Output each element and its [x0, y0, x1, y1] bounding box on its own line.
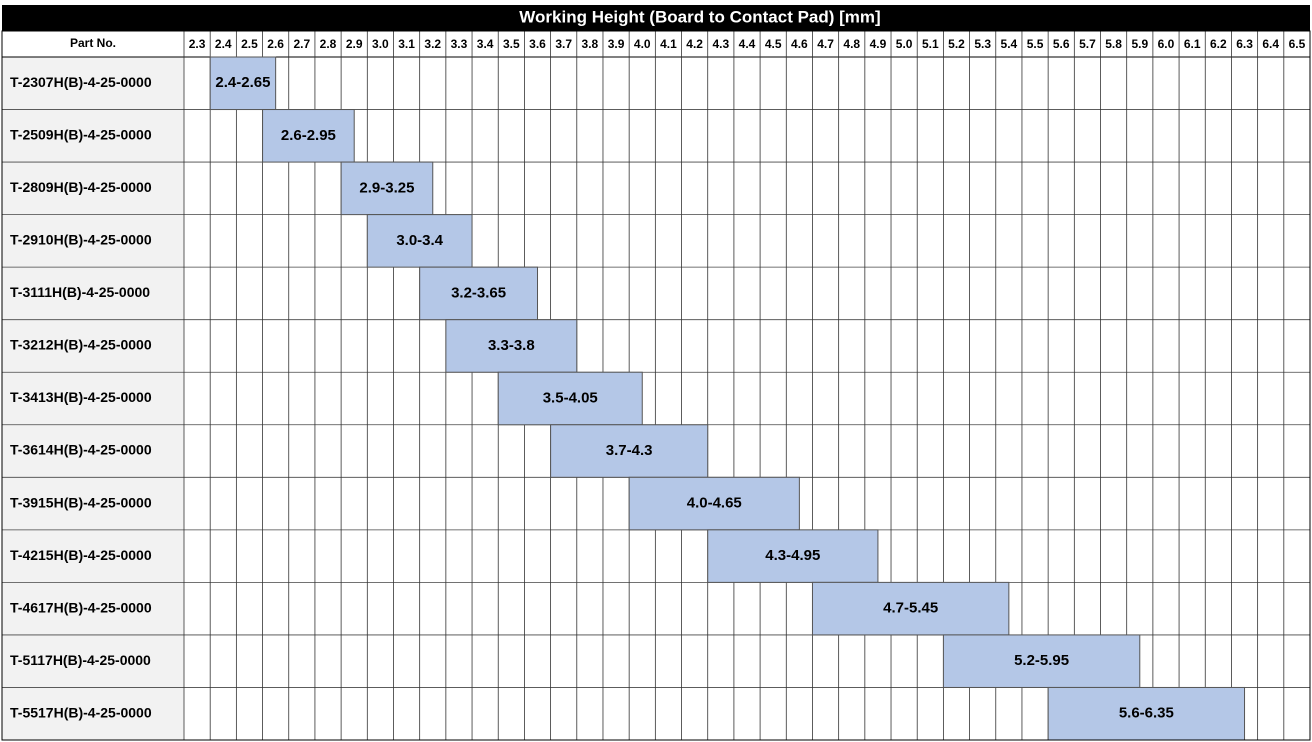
- x-tick-label: 3.5: [503, 37, 520, 51]
- bar-label: 3.7-4.3: [606, 442, 653, 459]
- range-bar: [811, 581, 1010, 636]
- x-tick-label: 4.4: [739, 37, 756, 51]
- category-label: T-4215H(B)-4-25-0000: [10, 547, 152, 563]
- category-label: T-2509H(B)-4-25-0000: [10, 127, 152, 143]
- category-label: T-2809H(B)-4-25-0000: [10, 179, 152, 195]
- category-label: T-3413H(B)-4-25-0000: [10, 389, 152, 405]
- x-tick-label: 5.1: [922, 37, 939, 51]
- x-tick-label: 3.7: [555, 37, 572, 51]
- category-label: T-5117H(B)-4-25-0000: [10, 652, 151, 668]
- x-tick-label: 6.3: [1236, 37, 1253, 51]
- x-tick-label: 2.6: [267, 37, 284, 51]
- x-tick-label: 3.8: [582, 37, 599, 51]
- range-bar: [366, 214, 473, 268]
- bar-label: 2.9-3.25: [359, 179, 414, 196]
- bars: T-2307H(B)-4-25-0000 2.4-2.65 T-2509H(B)-4…: [10, 56, 1246, 741]
- x-tick-label: 5.8: [1105, 37, 1122, 51]
- range-bar: [707, 529, 879, 583]
- x-tick-label: 3.1: [398, 37, 415, 51]
- category-label: T-5517H(B)-4-25-0000: [10, 704, 152, 720]
- x-tick-label: 5.0: [896, 37, 913, 51]
- x-tick-label: 3.0: [372, 37, 389, 51]
- range-bar: [340, 161, 434, 216]
- range-bar: [445, 319, 578, 373]
- category-label: T-3111H(B)-4-25-0000: [10, 284, 150, 300]
- range-bar: [550, 424, 709, 478]
- x-tick-label: 4.6: [791, 37, 808, 51]
- x-tick-label: 3.3: [451, 37, 468, 51]
- category-label: T-3212H(B)-4-25-0000: [10, 337, 152, 353]
- bar-label: 4.3-4.95: [765, 547, 820, 564]
- x-tick-label: 5.6: [1053, 37, 1070, 51]
- x-tick-label: 4.3: [712, 37, 729, 51]
- x-tick-label: 6.2: [1210, 37, 1227, 51]
- x-tick-label: 6.4: [1262, 37, 1279, 51]
- x-tick-label: 5.9: [1131, 37, 1148, 51]
- x-tick-label: 4.1: [660, 37, 677, 51]
- bar-label: 3.3-3.8: [488, 337, 535, 354]
- x-tick-label: 3.9: [608, 37, 625, 51]
- x-tick-label: 3.2: [424, 37, 441, 51]
- x-tick-label: 2.5: [241, 37, 258, 51]
- bar-label: 3.5-4.05: [543, 389, 598, 406]
- title-bar: [2, 5, 1310, 31]
- x-tick-label: 4.7: [817, 37, 834, 51]
- range-bar: [942, 634, 1141, 688]
- chart-title: Working Height (Board to Contact Pad) [m…: [519, 7, 880, 26]
- bar-label: 5.6-6.35: [1119, 705, 1174, 722]
- x-tick-label: 4.5: [765, 37, 782, 51]
- x-tick-label: 2.9: [346, 37, 363, 51]
- x-tick-label: 5.5: [1027, 37, 1044, 51]
- bar-label: 5.2-5.95: [1014, 652, 1069, 669]
- bar-label: 2.4-2.65: [215, 74, 270, 91]
- category-label: T-3614H(B)-4-25-0000: [10, 442, 152, 458]
- x-tick-label: 4.2: [686, 37, 703, 51]
- x-tick-label: 2.4: [215, 37, 232, 51]
- x-tick-label: 2.7: [293, 37, 310, 51]
- range-bar: [497, 371, 643, 426]
- bar-label: 3.0-3.4: [396, 232, 443, 249]
- range-bar: [628, 476, 800, 531]
- range-bar: [1047, 686, 1246, 741]
- category-column: [2, 57, 184, 740]
- x-tick-label: 5.2: [948, 37, 965, 51]
- range-bar: [209, 56, 277, 111]
- x-tick-label: 4.9: [870, 37, 887, 51]
- x-tick-label: 6.0: [1158, 37, 1175, 51]
- category-label: T-2307H(B)-4-25-0000: [10, 74, 152, 90]
- bar-label: 4.7-5.45: [883, 600, 938, 617]
- bar-label: 4.0-4.65: [687, 495, 742, 512]
- range-bar: [262, 109, 355, 163]
- bar-label: 2.6-2.95: [281, 127, 336, 144]
- category-label: T-4617H(B)-4-25-0000: [10, 599, 152, 615]
- x-tick-label: 2.3: [189, 37, 206, 51]
- category-label: T-3915H(B)-4-25-0000: [10, 494, 152, 510]
- x-tick-label: 5.7: [1079, 37, 1096, 51]
- x-tick-label: 3.4: [477, 37, 494, 51]
- bar-label: 3.2-3.65: [451, 284, 506, 301]
- category-header: Part No.: [70, 36, 116, 50]
- grid: 2.3 2.4 2.5 2.6 2.7 2.8 2.9 3.0 3.1 3.2 3.3 3.4 3.5 3…: [2, 31, 1310, 740]
- x-tick-label: 4.8: [843, 37, 860, 51]
- x-tick-label: 6.5: [1289, 37, 1306, 51]
- x-tick-label: 2.8: [320, 37, 337, 51]
- category-label: T-2910H(B)-4-25-0000: [10, 232, 152, 248]
- x-tick-label: 5.3: [974, 37, 991, 51]
- x-tick-label: 4.0: [634, 37, 651, 51]
- x-tick-label: 6.1: [1184, 37, 1201, 51]
- table-border: [1, 30, 1311, 741]
- x-tick-label: 5.4: [1001, 37, 1018, 51]
- x-tick-label: 3.6: [529, 37, 546, 51]
